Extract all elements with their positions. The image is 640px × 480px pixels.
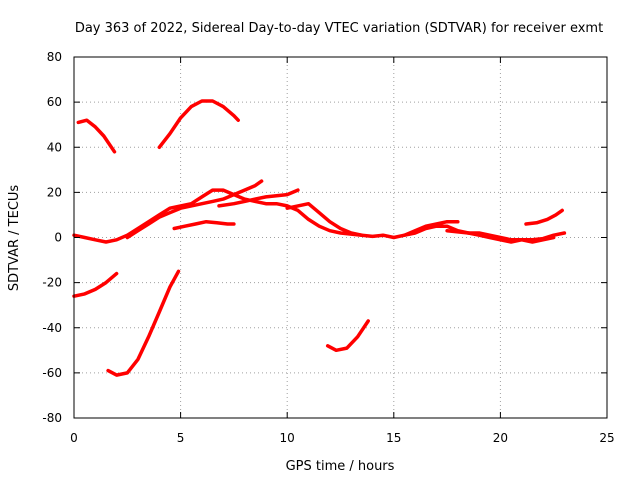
y-tick-label: 20 — [47, 185, 62, 199]
x-tick-label: 20 — [493, 431, 508, 445]
grid — [74, 57, 607, 418]
x-tick-label: 25 — [599, 431, 614, 445]
series-arc8 — [172, 219, 236, 231]
x-tick-label: 15 — [386, 431, 401, 445]
x-tick-label: 10 — [280, 431, 295, 445]
y-tick-label: 80 — [47, 50, 62, 64]
series-arc11 — [402, 219, 460, 237]
series-arc2 — [157, 99, 240, 150]
series-arc10 — [285, 201, 364, 237]
y-tick-label: 60 — [47, 95, 62, 109]
series-arc6 — [72, 188, 567, 244]
series-arc13 — [524, 208, 564, 226]
series-layer — [72, 99, 567, 377]
series-arc7 — [125, 179, 264, 240]
series-arc9 — [217, 188, 300, 208]
y-tick-label: -60 — [42, 366, 62, 380]
series-arc5 — [325, 319, 370, 353]
y-tick-label: -40 — [42, 321, 62, 335]
y-tick-label: 0 — [54, 231, 62, 245]
x-tick-label: 0 — [70, 431, 78, 445]
series-arc12 — [445, 228, 556, 244]
plot-frame — [73, 56, 608, 419]
tick-layer: 0 5 10 15 20 25 -80 -60 -40 -20 0 20 40 60 80 — [42, 50, 614, 445]
series-arc3 — [72, 271, 119, 298]
chart-title: Day 363 of 2022, Sidereal Day-to-day VTE… — [75, 21, 603, 36]
series-arc1 — [76, 118, 117, 154]
x-tick-label: 5 — [177, 431, 185, 445]
y-tick-label: 40 — [47, 140, 62, 154]
y-tick-label: -20 — [42, 276, 62, 290]
y-tick-label: -80 — [42, 411, 62, 425]
x-axis-label: GPS time / hours — [286, 459, 395, 474]
series-arc4 — [106, 269, 181, 377]
y-axis-label: SDTVAR / TECUs — [7, 185, 22, 292]
